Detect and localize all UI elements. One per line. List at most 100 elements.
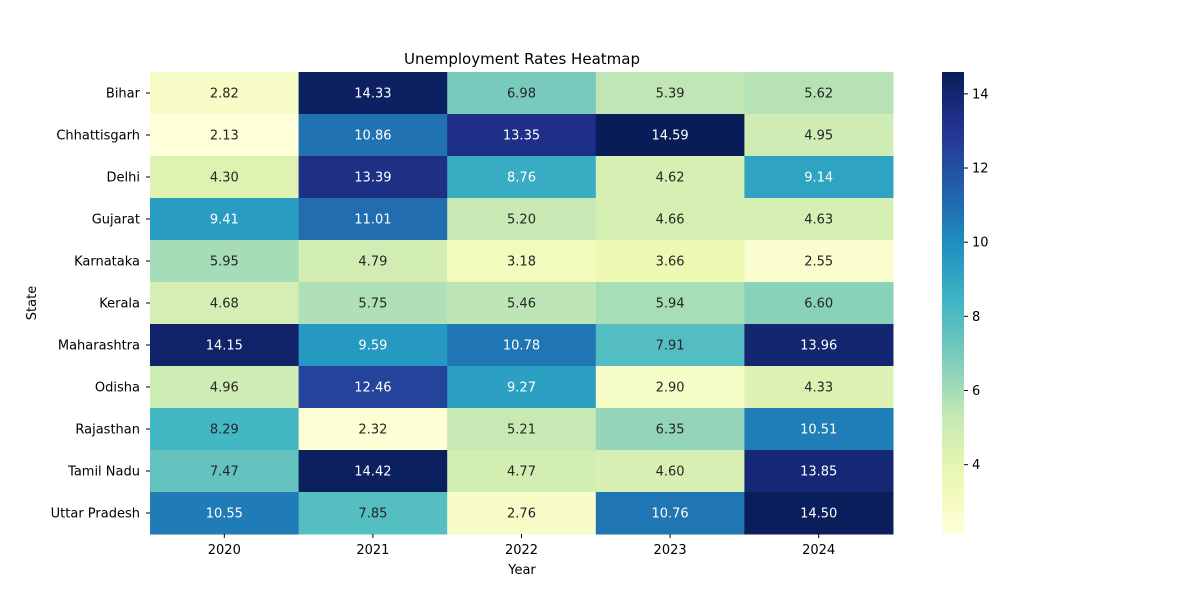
x-tick-label: 2021 [356, 543, 389, 558]
colorbar-gradient [942, 72, 964, 534]
heatmap-cell [447, 408, 597, 451]
heatmap-cell [447, 324, 597, 367]
x-tick-label: 2022 [505, 543, 538, 558]
cell-value-label: 2.90 [656, 381, 685, 396]
heatmap-cell [744, 198, 894, 241]
heatmap-cell [298, 282, 448, 325]
cell-value-label: 2.32 [358, 423, 387, 438]
cell-value-label: 8.76 [507, 171, 536, 186]
cell-value-label: 4.95 [804, 129, 833, 144]
y-tick-label: Maharashtra [58, 339, 140, 354]
cell-value-label: 7.91 [656, 339, 685, 354]
heatmap-cell [150, 240, 300, 283]
heatmap-cells: 2.82 14.33 6.98 5.39 5.62 2.13 10.86 13.35 14.59… [150, 72, 894, 535]
cell-value-label: 7.85 [358, 507, 387, 522]
heatmap-cell [298, 324, 448, 367]
heatmap-cell [744, 366, 894, 409]
cell-value-label: 4.33 [804, 381, 833, 396]
heatmap-cell [298, 450, 448, 493]
cell-value-label: 4.96 [210, 381, 239, 396]
cell-value-label: 9.59 [358, 339, 387, 354]
cell-value-label: 4.63 [804, 213, 833, 228]
heatmap-cell [298, 240, 448, 283]
cell-value-label: 9.41 [210, 213, 239, 228]
y-tick-label: Kerala [99, 297, 140, 312]
cell-value-label: 5.21 [507, 423, 536, 438]
cell-value-label: 9.14 [804, 171, 833, 186]
cell-value-label: 4.30 [210, 171, 239, 186]
y-axis: Bihar Chhattisgarh Delhi Gujarat Karnataka Ke… [51, 87, 150, 522]
y-tick-label: Karnataka [74, 255, 140, 270]
heatmap-cell [447, 492, 597, 535]
x-tick-label: 2020 [208, 543, 241, 558]
heatmap-cell [744, 408, 894, 451]
heatmap-cell [595, 492, 745, 535]
cell-value-label: 3.18 [507, 255, 536, 270]
colorbar: 4 6 8 10 12 14 [942, 72, 989, 534]
heatmap-cell [744, 282, 894, 325]
colorbar-tick-label: 10 [972, 236, 989, 251]
heatmap-cell [595, 72, 745, 115]
heatmap-cell [744, 492, 894, 535]
colorbar-tick-label: 12 [972, 162, 989, 177]
heatmap-cell [744, 450, 894, 493]
heatmap-cell [298, 156, 448, 199]
heatmap-cell [298, 72, 448, 115]
y-tick-label: Chhattisgarh [56, 129, 140, 144]
heatmap-cell [595, 450, 745, 493]
cell-value-label: 5.39 [656, 87, 685, 102]
cell-value-label: 10.86 [354, 129, 391, 144]
heatmap-cell [447, 114, 597, 157]
heatmap-cell [150, 450, 300, 493]
colorbar-tick-label: 14 [972, 87, 989, 102]
cell-value-label: 14.33 [354, 87, 391, 102]
cell-value-label: 8.29 [210, 423, 239, 438]
cell-value-label: 5.20 [507, 213, 536, 228]
y-tick-label: Gujarat [92, 213, 140, 228]
cell-value-label: 5.62 [804, 87, 833, 102]
cell-value-label: 10.76 [651, 507, 688, 522]
heatmap-cell [150, 72, 300, 115]
heatmap-cell [447, 198, 597, 241]
cell-value-label: 9.27 [507, 381, 536, 396]
cell-value-label: 2.76 [507, 507, 536, 522]
y-tick-label: Delhi [107, 171, 140, 186]
cell-value-label: 5.95 [210, 255, 239, 270]
heatmap-cell [447, 156, 597, 199]
cell-value-label: 13.35 [503, 129, 540, 144]
y-tick-label: Odisha [95, 381, 140, 396]
cell-value-label: 4.62 [656, 171, 685, 186]
y-axis-label: State [25, 286, 40, 320]
y-tick-label: Tamil Nadu [67, 465, 140, 480]
heatmap-cell [744, 324, 894, 367]
y-tick-label: Rajasthan [75, 423, 140, 438]
heatmap-cell [447, 366, 597, 409]
heatmap-cell [744, 156, 894, 199]
cell-value-label: 5.75 [358, 297, 387, 312]
cell-value-label: 5.46 [507, 297, 536, 312]
x-tick-label: 2023 [654, 543, 687, 558]
heatmap-cell [744, 114, 894, 157]
cell-value-label: 14.42 [354, 465, 391, 480]
heatmap-cell [595, 240, 745, 283]
cell-value-label: 13.85 [800, 465, 837, 480]
heatmap-cell [447, 450, 597, 493]
heatmap-cell [298, 492, 448, 535]
y-tick-label: Uttar Pradesh [51, 507, 140, 522]
cell-value-label: 4.77 [507, 465, 536, 480]
heatmap-cell [595, 408, 745, 451]
colorbar-tick-label: 4 [972, 458, 980, 473]
x-axis: 2020 2021 2022 2023 2024 [208, 534, 835, 558]
heatmap-cell [150, 198, 300, 241]
heatmap-cell [298, 114, 448, 157]
heatmap-cell [744, 240, 894, 283]
heatmap-cell [447, 282, 597, 325]
cell-value-label: 14.15 [206, 339, 243, 354]
cell-value-label: 6.98 [507, 87, 536, 102]
colorbar-tick-label: 6 [972, 384, 980, 399]
cell-value-label: 13.96 [800, 339, 837, 354]
cell-value-label: 3.66 [656, 255, 685, 270]
heatmap-cell [595, 198, 745, 241]
x-axis-label: Year [507, 563, 536, 578]
